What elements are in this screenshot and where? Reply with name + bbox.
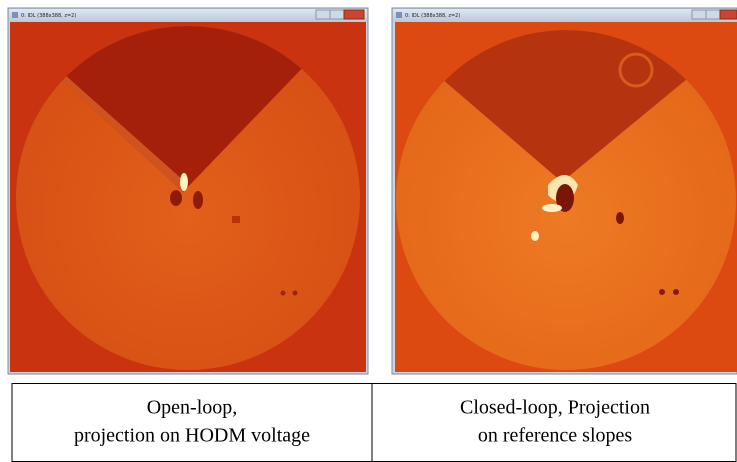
- maximize-button[interactable]: [706, 10, 720, 19]
- cell-text: Closed-loop, Projection: [460, 397, 650, 419]
- figure: 0: IDL (388x388, z=2) 0: IDL (388x388, z…: [0, 0, 737, 462]
- window-title: 0: IDL (388x388, z=2): [405, 13, 460, 19]
- cell-text: projection on HODM voltage: [74, 425, 310, 447]
- window-right: 0: IDL (388x388, z=2): [392, 0, 737, 374]
- caption-table: Open-loop, projection on HODM voltage Cl…: [12, 384, 736, 462]
- window-left: 0: IDL (388x388, z=2): [8, 0, 368, 374]
- window-title: 0: IDL (388x388, z=2): [21, 13, 76, 19]
- minimize-button[interactable]: [692, 10, 706, 19]
- cell-text: Open-loop,: [147, 397, 238, 419]
- maximize-button[interactable]: [330, 10, 344, 19]
- minimize-button[interactable]: [316, 10, 330, 19]
- close-button[interactable]: [720, 10, 737, 19]
- close-button[interactable]: [344, 10, 364, 19]
- cell-text: on reference slopes: [478, 425, 633, 447]
